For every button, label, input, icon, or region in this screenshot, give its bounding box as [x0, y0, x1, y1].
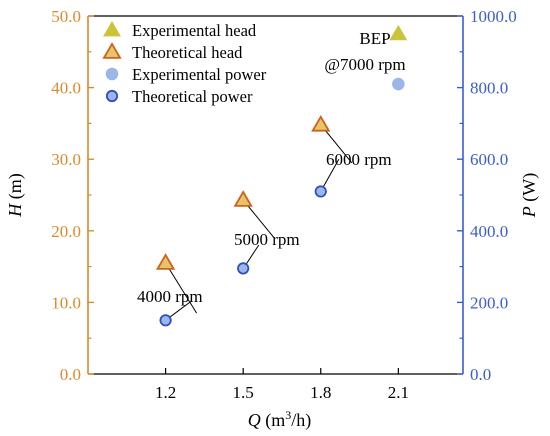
- right-tick-label: 0.0: [470, 365, 491, 384]
- data-point: [311, 114, 331, 132]
- x-axis-label: Q (m3/h): [248, 408, 312, 431]
- annotation-leader-line: [320, 158, 340, 192]
- left-tick-label: 40.0: [51, 79, 81, 98]
- right-y-axis-label: P (W): [519, 173, 540, 218]
- legend-marker: [105, 67, 119, 81]
- x-tick-label: 1.2: [155, 383, 176, 402]
- data-point: [155, 253, 176, 270]
- x-axis-label-symbol: Q: [248, 410, 261, 430]
- legend-marker: [103, 20, 121, 37]
- annotation-label: 6000 rpm: [326, 150, 392, 169]
- data-point: [392, 77, 405, 91]
- annotation-label: 5000 rpm: [234, 230, 300, 249]
- annotation-label: BEP: [359, 29, 390, 48]
- right-tick-label: 400.0: [470, 222, 508, 241]
- legend-label: Experimental head: [132, 21, 257, 40]
- right-tick-label: 1000.0: [470, 7, 517, 26]
- right-tick-label: 800.0: [470, 79, 508, 98]
- left-tick-label: 30.0: [51, 150, 81, 169]
- annotation-label: 4000 rpm: [137, 287, 203, 306]
- left-tick-label: 10.0: [51, 293, 81, 312]
- x-tick-label: 2.1: [388, 383, 409, 402]
- data-point: [233, 190, 253, 207]
- legend-label: Theoretical head: [132, 43, 243, 62]
- legend: Experimental head Theoretical head Experim…: [102, 20, 267, 106]
- left-tick-label: 20.0: [51, 222, 81, 241]
- left-y-axis-label-symbol: H: [5, 203, 25, 218]
- annotation-leader-line: [165, 262, 198, 314]
- axis-labels: Q (m3/h) H (m) P (W): [5, 173, 540, 431]
- legend-label: Theoretical power: [132, 87, 253, 106]
- x-tick-label: 1.5: [233, 383, 254, 402]
- data-point: [237, 262, 250, 275]
- legend-label: Experimental power: [132, 65, 267, 84]
- annotations: 4000 rpm 5000 rpm 6000 rpm BEP @7000 rpm: [137, 29, 406, 306]
- right-y-axis: 0.0 200.0 400.0 600.0 800.0 1000.0: [457, 7, 517, 384]
- right-y-axis-label-symbol: P: [519, 206, 539, 218]
- left-y-axis: 0.0 10.0 20.0 30.0 40.0 50.0: [51, 7, 94, 384]
- x-axis: 1.2 1.5 1.8 2.1: [155, 368, 409, 402]
- legend-marker: [105, 89, 119, 103]
- right-tick-label: 200.0: [470, 293, 508, 312]
- left-tick-label: 0.0: [60, 365, 81, 384]
- data-point: [389, 24, 408, 41]
- right-tick-label: 600.0: [470, 150, 508, 169]
- left-tick-label: 50.0: [51, 7, 81, 26]
- data-point: [159, 314, 172, 327]
- legend-marker: [102, 42, 122, 59]
- data-marks: [155, 24, 408, 327]
- left-y-axis-label: H (m): [5, 173, 26, 218]
- right-y-axis-label-unit: (W): [519, 173, 540, 206]
- data-point: [314, 185, 327, 198]
- x-tick-label: 1.8: [310, 383, 331, 402]
- x-axis-label-sup: 3: [285, 408, 291, 422]
- left-y-axis-label-unit: (m): [5, 173, 26, 204]
- x-axis-label-unit: (m: [261, 410, 286, 431]
- x-axis-label-tail: /h): [291, 410, 311, 431]
- annotation-label: @7000 rpm: [324, 55, 405, 74]
